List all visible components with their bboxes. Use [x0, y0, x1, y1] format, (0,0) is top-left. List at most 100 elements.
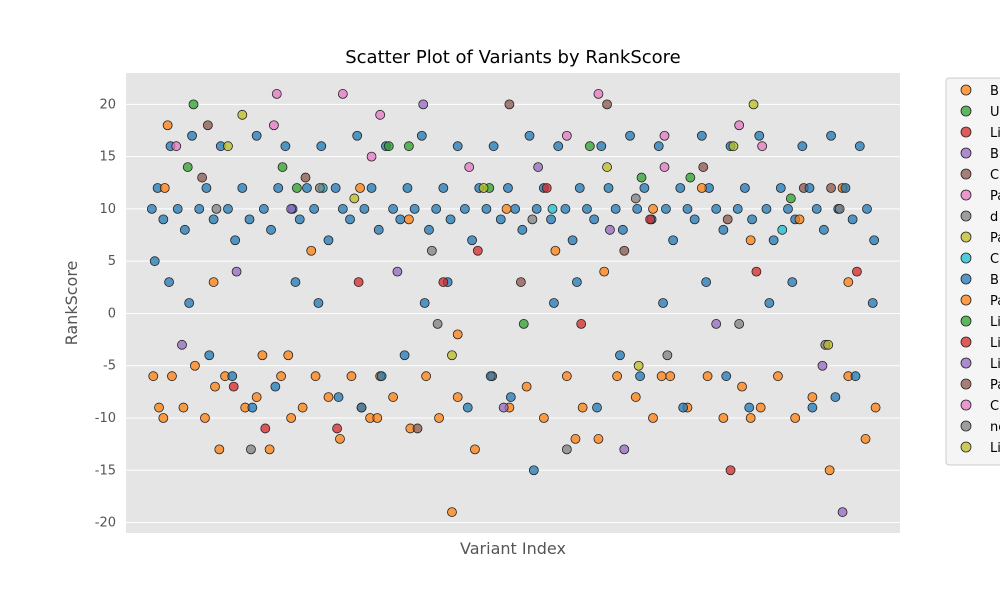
- data-point: [577, 402, 588, 413]
- data-point: [418, 99, 429, 110]
- data-point: [309, 204, 320, 214]
- data-point: [648, 413, 658, 423]
- data-point: [561, 444, 572, 455]
- data-point: [246, 444, 256, 455]
- data-point: [751, 266, 762, 277]
- data-point: [290, 277, 301, 287]
- data-point: [470, 444, 480, 455]
- data-point: [178, 402, 189, 413]
- data-point: [283, 350, 294, 361]
- data-point: [645, 214, 656, 225]
- legend-label: Li: [990, 357, 1000, 372]
- data-point: [366, 183, 377, 193]
- data-point: [188, 99, 199, 110]
- y-tick-label: 10: [99, 202, 116, 217]
- data-point: [459, 204, 470, 214]
- data-point: [675, 183, 686, 193]
- data-point: [561, 130, 572, 141]
- data-point: [696, 183, 707, 193]
- data-point: [518, 319, 529, 329]
- data-point: [276, 371, 286, 382]
- data-point: [824, 465, 835, 476]
- data-point: [359, 204, 370, 214]
- data-point: [596, 141, 607, 152]
- data-point: [527, 214, 538, 225]
- data-point: [388, 204, 398, 214]
- data-point: [718, 224, 729, 235]
- data-point: [668, 235, 679, 246]
- y-tick-label: -10: [95, 411, 116, 426]
- data-point: [850, 371, 861, 382]
- data-point: [202, 120, 213, 131]
- y-tick-label: 5: [108, 254, 116, 269]
- data-point: [576, 319, 587, 329]
- data-point: [528, 465, 539, 476]
- legend-label: B: [990, 273, 999, 288]
- data-point: [300, 172, 311, 183]
- legend-marker: [960, 147, 972, 159]
- legend-marker: [960, 336, 972, 348]
- data-point: [701, 277, 712, 287]
- data-point: [785, 193, 796, 204]
- data-point: [797, 141, 808, 152]
- data-point: [593, 89, 604, 99]
- data-point: [388, 392, 398, 402]
- data-point: [737, 381, 747, 392]
- data-point: [725, 465, 736, 476]
- data-point: [775, 183, 786, 193]
- data-point: [721, 371, 732, 382]
- data-point: [162, 120, 173, 131]
- legend-label: Pa: [990, 294, 1000, 309]
- data-point: [745, 235, 756, 246]
- data-point: [531, 204, 542, 214]
- data-point: [402, 183, 413, 193]
- data-point: [823, 339, 834, 350]
- data-point: [264, 444, 275, 455]
- data-point: [773, 371, 783, 382]
- data-point: [599, 266, 610, 277]
- data-point: [783, 204, 793, 214]
- data-point: [807, 392, 818, 402]
- data-point: [517, 224, 528, 235]
- data-point: [612, 371, 623, 382]
- data-point: [164, 277, 174, 287]
- data-point: [790, 413, 801, 423]
- data-point: [538, 413, 549, 423]
- data-point: [194, 204, 205, 214]
- data-point: [689, 214, 700, 225]
- data-point: [467, 235, 477, 246]
- data-point: [294, 214, 305, 225]
- data-point: [754, 130, 765, 141]
- data-point: [619, 444, 630, 455]
- data-point: [777, 224, 788, 235]
- legend-label: Li: [990, 441, 1000, 456]
- data-point: [373, 224, 384, 235]
- legend-box: [945, 77, 1000, 466]
- data-point: [521, 381, 532, 392]
- data-point: [665, 371, 676, 382]
- data-point: [452, 329, 463, 340]
- y-tick-label: 20: [99, 97, 116, 112]
- data-point: [257, 350, 268, 361]
- data-point: [869, 235, 880, 246]
- data-point: [840, 183, 851, 193]
- data-point: [330, 183, 341, 193]
- data-point: [505, 392, 516, 402]
- data-point: [602, 162, 612, 172]
- data-point: [306, 245, 317, 256]
- data-point: [636, 172, 647, 183]
- data-point: [852, 266, 862, 277]
- data-point: [323, 392, 334, 402]
- data-point: [817, 360, 828, 371]
- data-point: [286, 204, 297, 214]
- data-point: [149, 256, 160, 267]
- data-point: [570, 434, 581, 444]
- data-point: [269, 120, 279, 131]
- data-point: [345, 214, 355, 225]
- data-point: [237, 183, 248, 193]
- data-point: [179, 224, 190, 235]
- legend-marker: [960, 441, 972, 453]
- data-point: [266, 224, 276, 235]
- legend-label: B: [990, 147, 999, 162]
- data-point: [550, 245, 561, 256]
